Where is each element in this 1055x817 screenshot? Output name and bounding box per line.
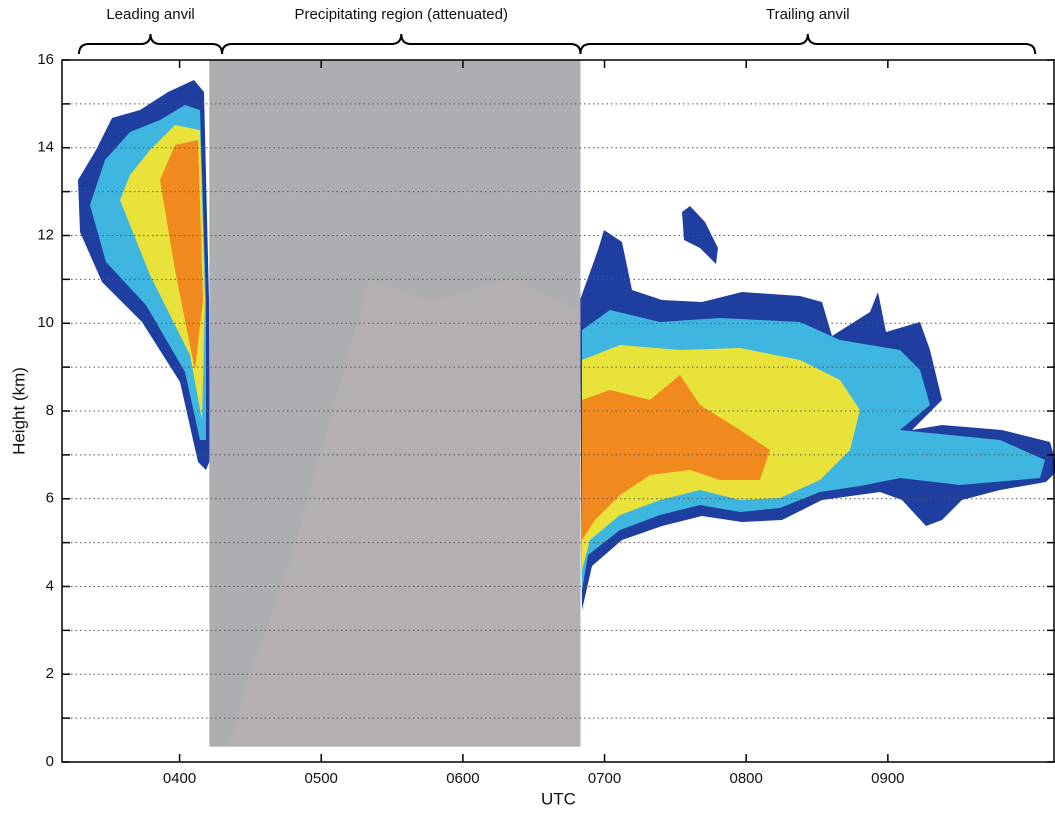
y-tick-label: 8	[46, 402, 54, 419]
plot-frame	[61, 59, 1055, 763]
y-tick-label: 14	[37, 139, 54, 156]
brace	[221, 33, 582, 55]
x-tick-label: 0400	[163, 770, 196, 787]
brace	[579, 33, 1037, 55]
x-tick-label: 0700	[588, 770, 621, 787]
x-tick-label: 0800	[730, 770, 763, 787]
brace	[77, 33, 224, 55]
y-tick-label: 6	[46, 490, 54, 507]
annotation: Trailing anvil	[766, 6, 850, 23]
x-tick-label: 0500	[305, 770, 338, 787]
annotation: Leading anvil	[106, 6, 194, 23]
y-tick-label: 2	[46, 665, 54, 682]
annotation: Precipitating region (attenuated)	[295, 6, 508, 23]
y-tick-label: 16	[37, 51, 54, 68]
y-axis-label: Height (km)	[9, 367, 28, 455]
x-axis-label: UTC	[541, 789, 576, 808]
y-tick-label: 4	[46, 577, 54, 594]
echo-trailing	[580, 206, 1055, 610]
echo-leading	[78, 80, 210, 470]
x-tick-label: 0900	[871, 770, 904, 787]
y-tick-label: 0	[46, 753, 54, 770]
y-tick-label: 12	[37, 226, 54, 243]
y-tick-label: 10	[37, 314, 54, 331]
attenuated-echo	[229, 279, 581, 745]
x-tick-label: 0600	[446, 770, 479, 787]
